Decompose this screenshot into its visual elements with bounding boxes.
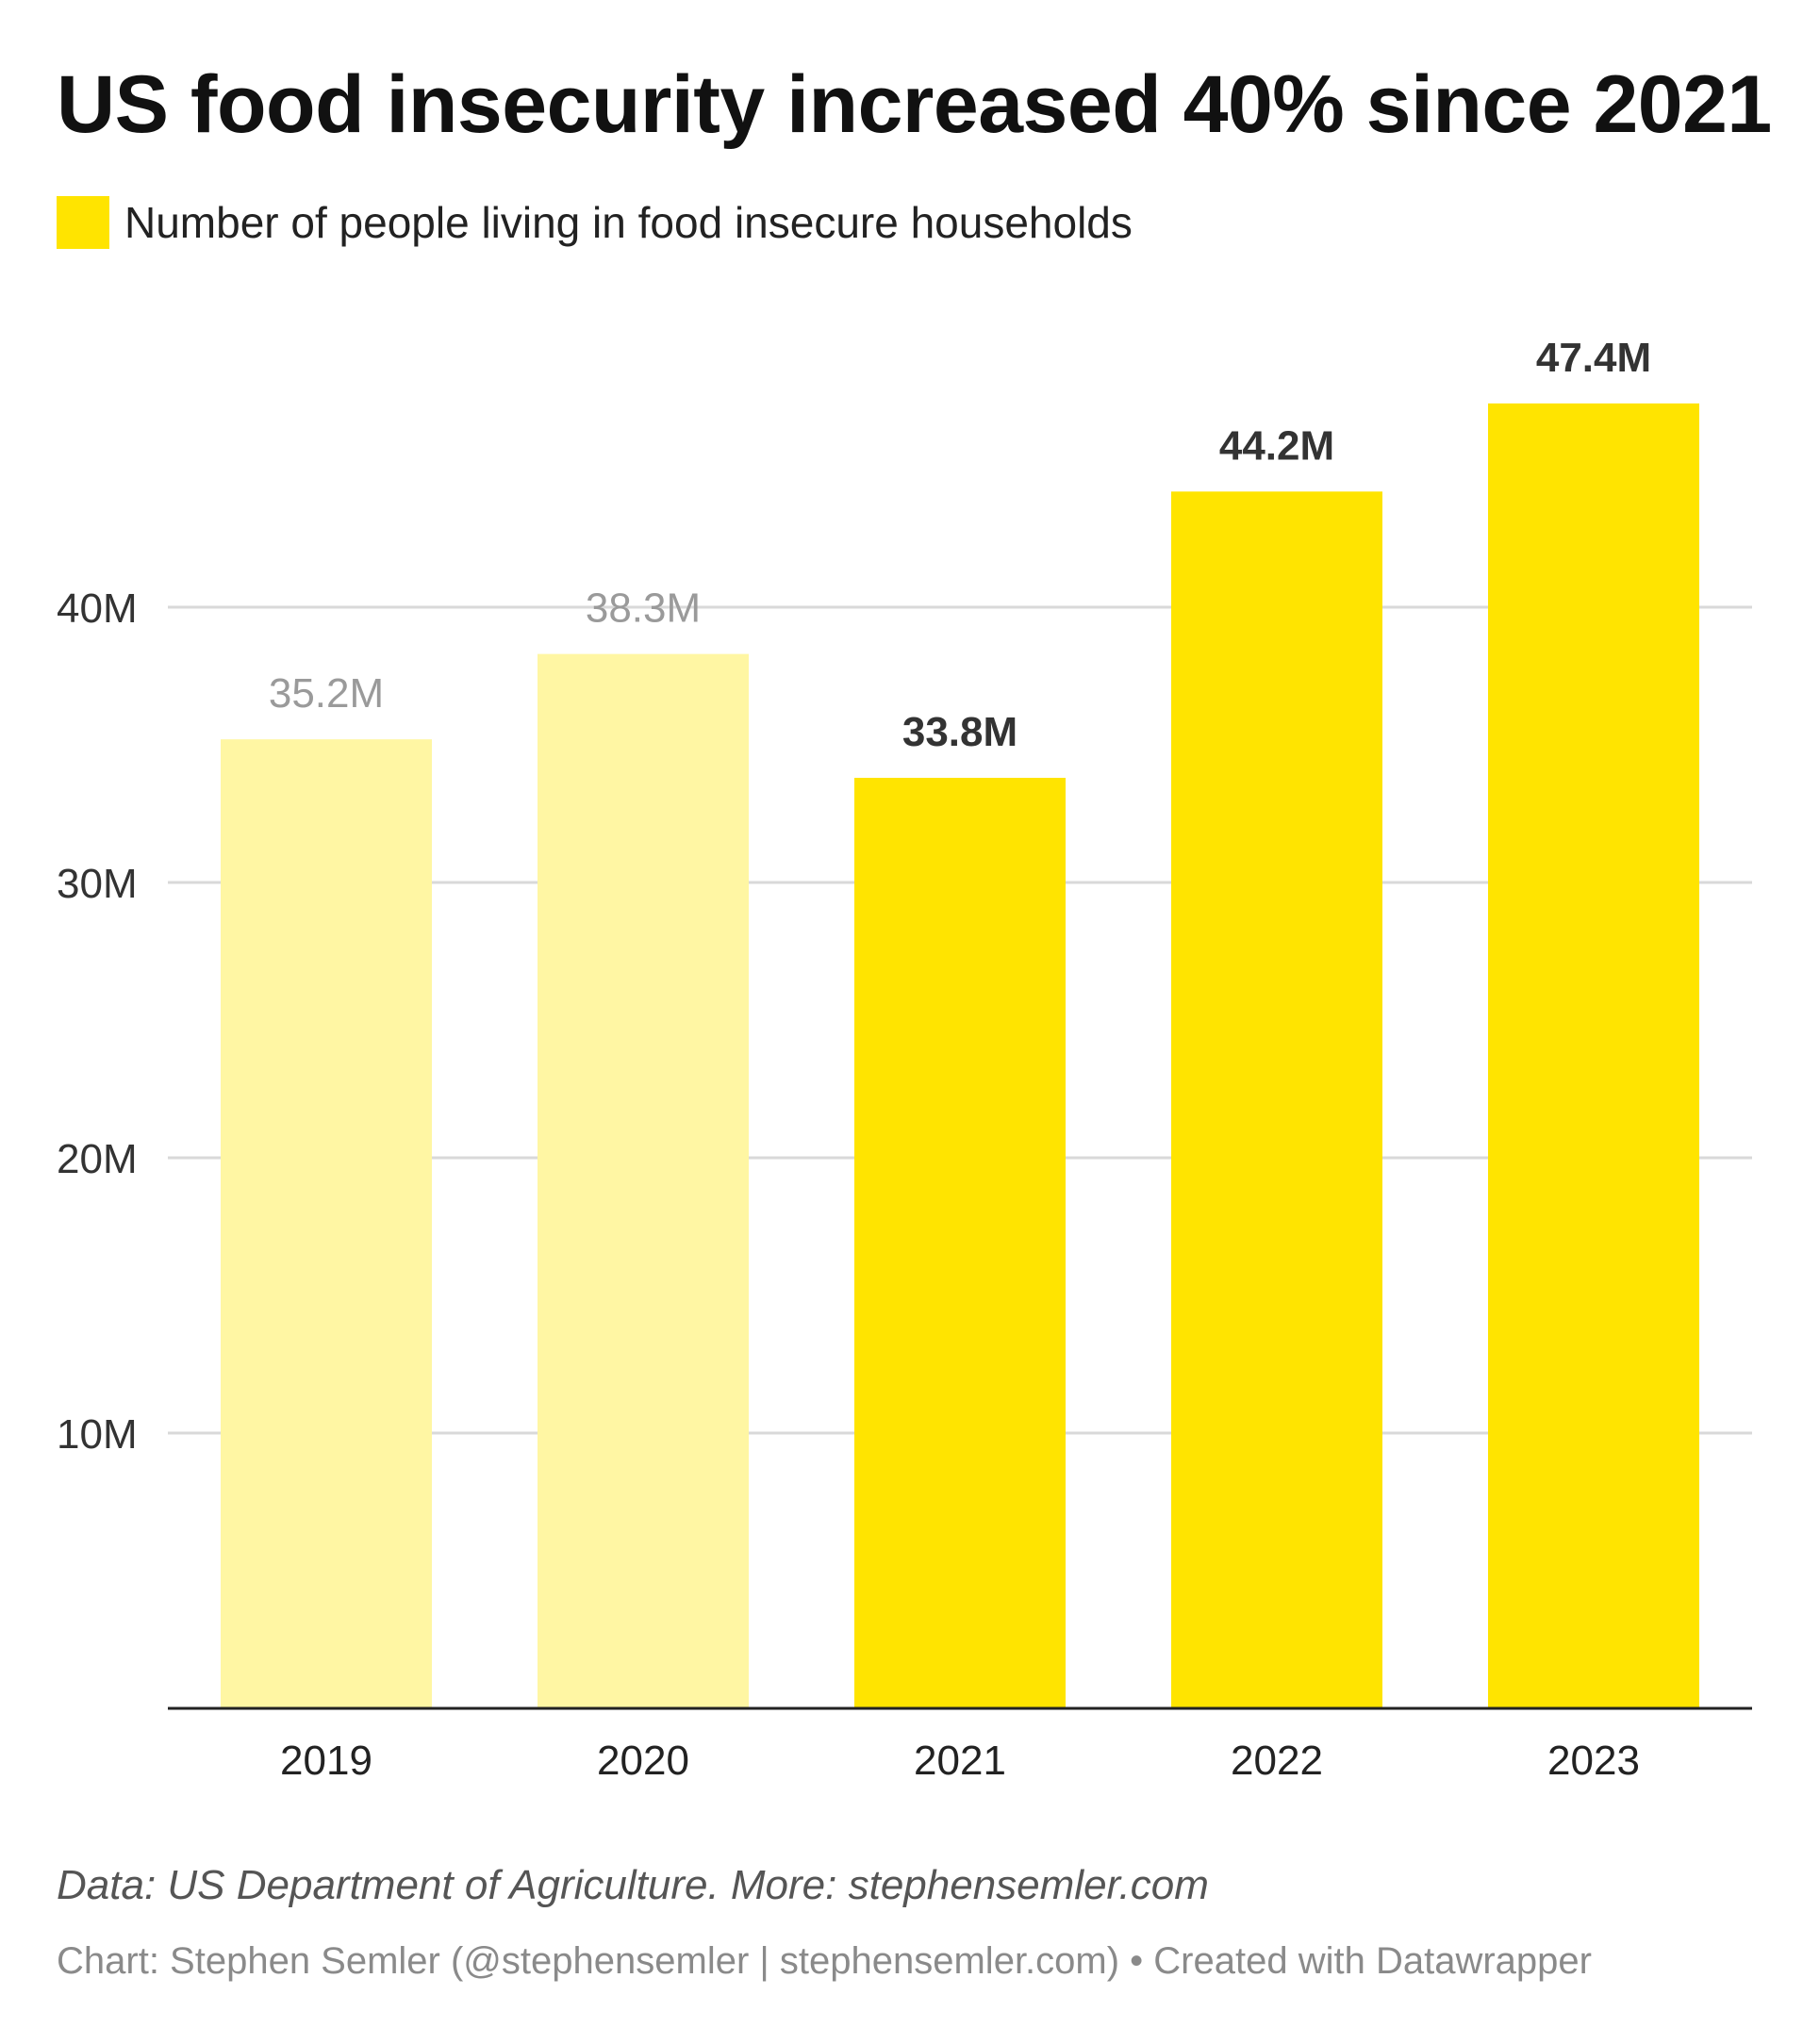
footer-source: Data: US Department of Agriculture. More…: [57, 1862, 1209, 1908]
x-tick-label: 2022: [1231, 1738, 1323, 1784]
legend-swatch: [57, 196, 109, 249]
x-tick-label: 2023: [1547, 1738, 1640, 1784]
bar-2022: [1171, 491, 1382, 1708]
bar-value-label: 35.2M: [269, 670, 384, 717]
y-tick-label: 20M: [57, 1136, 138, 1182]
bar-value-label: 44.2M: [1219, 422, 1334, 469]
x-tick-label: 2020: [597, 1738, 689, 1784]
y-tick-label: 40M: [57, 585, 138, 632]
bar-2021: [854, 778, 1066, 1708]
bar-2019: [221, 739, 432, 1709]
bar-value-label: 33.8M: [902, 709, 1017, 755]
y-tick-label: 30M: [57, 861, 138, 907]
legend: Number of people living in food insecure…: [57, 196, 1133, 249]
bar-2023: [1488, 403, 1699, 1708]
chart-title: US food insecurity increased 40% since 2…: [57, 59, 1772, 150]
footer-credit: Chart: Stephen Semler (@stephensemler | …: [57, 1940, 1592, 1982]
x-tick-label: 2019: [280, 1738, 372, 1784]
x-tick-label: 2021: [914, 1738, 1006, 1784]
legend-label: Number of people living in food insecure…: [124, 198, 1133, 247]
y-tick-label: 10M: [57, 1411, 138, 1458]
bar-2020: [538, 653, 749, 1708]
bar-chart: 10M 20M 30M 40M 35.2M 2019 38.3M 2020 33.8M 2021 4…: [57, 335, 1752, 1784]
bar-value-label: 47.4M: [1536, 335, 1651, 381]
bar-value-label: 38.3M: [586, 585, 701, 632]
